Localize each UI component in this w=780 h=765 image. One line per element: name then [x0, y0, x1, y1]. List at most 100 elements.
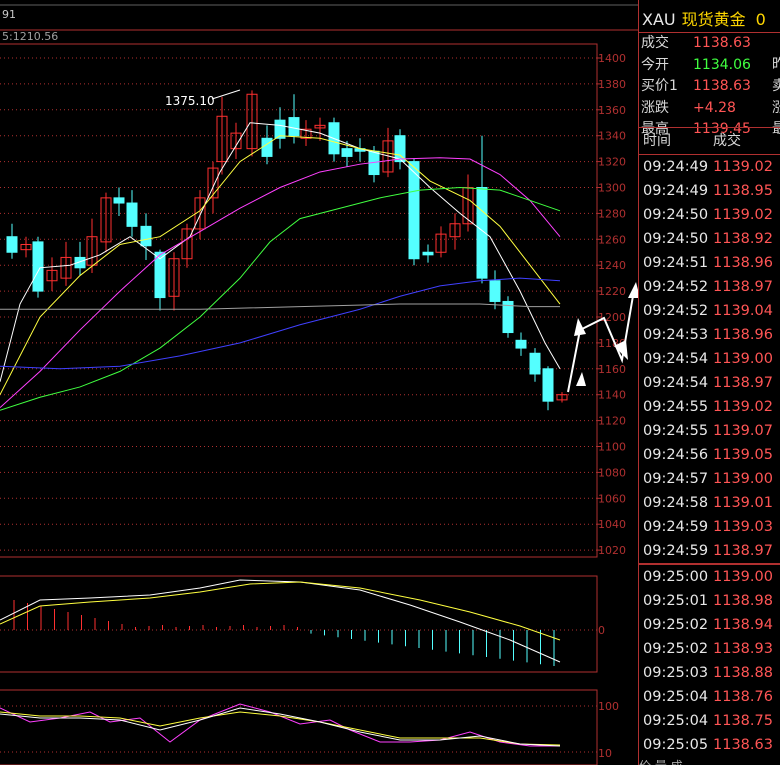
tick-time: 09:24:54 [643, 351, 709, 367]
tick-time: 09:24:50 [643, 207, 709, 223]
candlestick-series [6, 90, 568, 411]
candle-down [502, 300, 514, 334]
tick-time: 09:24:59 [643, 543, 709, 559]
candle-down [476, 187, 488, 279]
symbol-name: 现货黄金 [681, 10, 746, 29]
tick-time: 09:24:58 [643, 495, 709, 511]
kline-chart-area[interactable]: 1400 1380 1360 1340 1320 1300 1280 1260 1240 1220… [0, 0, 638, 765]
y-axis-tick: 1260 [598, 233, 626, 246]
bottom-tabs[interactable]: 价 量 成 [639, 757, 780, 765]
candle-down [515, 339, 527, 349]
y-axis-tick: 1200 [598, 311, 626, 324]
y-axis-tick: 1100 [598, 441, 626, 454]
tick-time: 09:25:00 [643, 569, 709, 585]
macd-dea-line [0, 581, 561, 641]
tick-time: 09:24:56 [643, 447, 709, 463]
quote-value: 1134.06 [693, 56, 751, 73]
tick-row: 09:24:59 1139.03 [639, 515, 780, 539]
tick-row: 09:25:05 1138.63 [639, 733, 780, 757]
candle-up [314, 124, 326, 129]
arrow-head [614, 340, 628, 360]
y-axis-tick: 1080 [598, 466, 626, 479]
candle-down [6, 236, 18, 253]
tick-price: 1138.96 [713, 327, 773, 343]
tick-price: 1138.97 [713, 375, 773, 391]
tick-row: 09:25:02 1138.93 [639, 637, 780, 661]
quote-value: 1138.63 [693, 78, 751, 94]
candle-up [194, 197, 206, 230]
tick-time: 09:24:55 [643, 399, 709, 415]
tick-price: 1139.00 [713, 569, 773, 585]
tick-price: 1138.76 [713, 689, 773, 705]
tick-price: 1138.98 [713, 593, 773, 609]
candle-up [46, 269, 58, 282]
y-axis-tick: 1380 [598, 78, 626, 91]
quote-key: 成交 [641, 35, 669, 51]
tick-price: 1139.00 [713, 351, 773, 367]
tick-time: 09:25:04 [643, 689, 709, 705]
tick-time: 09:24:55 [643, 423, 709, 439]
high-price-pointer [211, 89, 241, 100]
tick-row: 09:25:03 1138.88 [639, 661, 780, 685]
candle-up [382, 140, 394, 173]
candle-down [140, 225, 152, 247]
y-axis-tick: 1240 [598, 259, 626, 272]
macd-zero-tick: 0 [598, 624, 605, 637]
candle-up [181, 228, 193, 260]
quote-key2: 卖 [772, 78, 780, 94]
tick-time: 09:25:03 [643, 665, 709, 681]
kdj-bottom-tick: 10 [598, 747, 612, 760]
macd-indicator [0, 579, 561, 666]
tick-price: 1138.88 [713, 665, 773, 681]
tick-price: 1139.02 [713, 207, 773, 223]
tick-price: 1138.96 [713, 255, 773, 271]
candle-up [20, 243, 32, 251]
candle-up [300, 128, 312, 139]
tick-row: 09:24:52 1138.97 [639, 275, 780, 299]
tick-price: 1139.00 [713, 471, 773, 487]
tick-row: 09:24:50 1139.02 [639, 203, 780, 227]
y-axis-tick: 1040 [598, 518, 626, 531]
tick-time: 09:24:52 [643, 279, 709, 295]
tick-list[interactable]: 时间 成交 09:24:49 1139.02 09:24:49 1138.95 09:2… [639, 127, 780, 757]
ma120-line [0, 303, 560, 310]
y-axis-tick: 1360 [598, 104, 626, 117]
drawn-arrows [567, 282, 638, 393]
y-axis-tick: 1340 [598, 130, 626, 143]
tick-price: 1139.07 [713, 423, 773, 439]
candle-down [542, 368, 554, 402]
moving-average-lines [0, 122, 561, 411]
candle-up [168, 258, 180, 297]
tick-row: 09:25:04 1138.75 [639, 709, 780, 733]
tick-price: 1138.94 [713, 617, 773, 633]
tick-time: 09:25:02 [643, 617, 709, 633]
symbol-suffix: 0 [755, 10, 766, 29]
tick-row: 09:24:49 1138.95 [639, 179, 780, 203]
y-axis-tick: 1160 [598, 363, 626, 376]
ma30-line [0, 186, 561, 411]
kdj-top-tick: 100 [598, 700, 619, 713]
y-axis-tick: 1400 [598, 52, 626, 65]
quote-key: 最高 [641, 121, 669, 137]
tick-row: 09:24:57 1139.00 [639, 467, 780, 491]
ma60-line [0, 277, 561, 370]
quote-value: 1139.45 [693, 121, 751, 137]
kdj-k-line [0, 707, 561, 747]
tick-time: 09:25:01 [643, 593, 709, 609]
candle-down [529, 352, 541, 375]
candle-down [126, 202, 138, 227]
tick-row: 09:24:58 1139.01 [639, 491, 780, 515]
tick-price: 1138.93 [713, 641, 773, 657]
tick-price: 1138.97 [713, 279, 773, 295]
symbol-code: XAU [642, 10, 676, 29]
tick-row: 09:25:04 1138.76 [639, 685, 780, 709]
y-axis-tick: 1300 [598, 182, 626, 195]
macd-dif-line [0, 579, 561, 663]
tick-price: 1138.95 [713, 183, 773, 199]
quote-row: 涨跌 +4.28 涨 [639, 98, 780, 120]
quote-key: 今开 [641, 56, 669, 73]
tick-time: 09:25:04 [643, 713, 709, 729]
kdj-j-line [0, 703, 560, 747]
tick-time: 09:24:59 [643, 519, 709, 535]
candle-up [449, 223, 461, 238]
